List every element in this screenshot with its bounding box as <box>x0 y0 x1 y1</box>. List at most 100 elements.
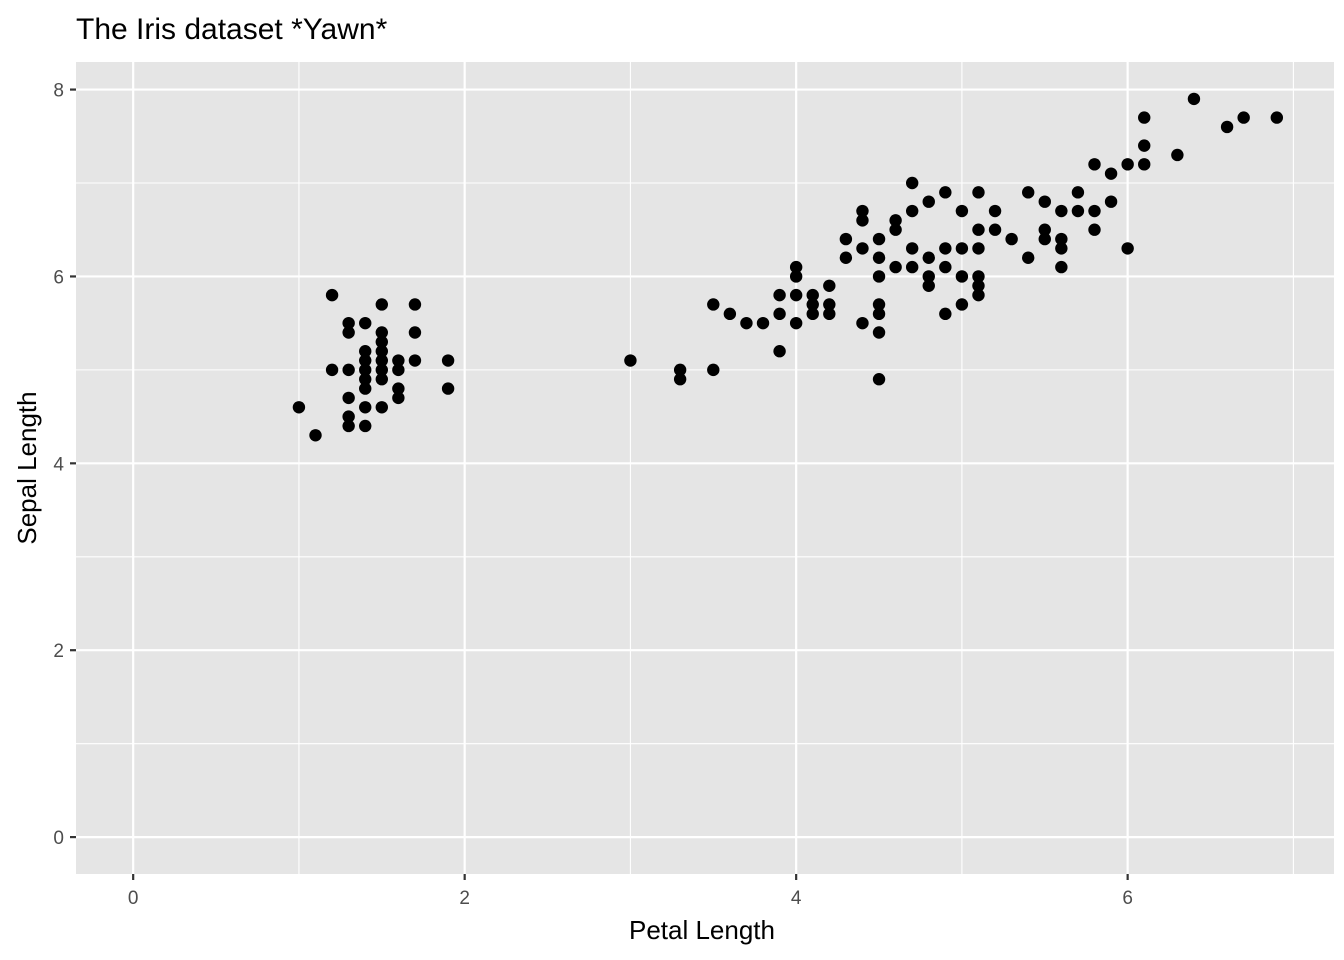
scatter-point <box>292 401 306 414</box>
scatter-point <box>972 279 985 292</box>
data-points <box>292 92 1284 442</box>
scatter-point <box>1022 186 1035 199</box>
scatter-point <box>823 279 836 292</box>
scatter-point <box>773 307 786 321</box>
scatter-point <box>872 270 886 283</box>
scatter-point <box>922 270 935 283</box>
scatter-point <box>955 298 969 311</box>
scatter-point <box>856 316 869 330</box>
scatter-point <box>375 344 388 358</box>
scatter-point <box>441 382 455 395</box>
scatter-point <box>359 344 372 358</box>
x-tick-label: 0 <box>128 888 139 909</box>
scatter-point <box>359 419 372 433</box>
scatter-point <box>1138 139 1151 152</box>
scatter-point <box>392 363 405 377</box>
scatter-point <box>922 279 935 292</box>
scatter-point <box>939 260 952 274</box>
scatter-point <box>939 186 952 199</box>
scatter-point <box>939 242 952 255</box>
scatter-point <box>988 204 1002 218</box>
scatter-point <box>955 270 969 283</box>
scatter-point <box>359 363 372 377</box>
scatter-point <box>375 326 388 339</box>
scatter-point <box>392 354 405 367</box>
scatter-point <box>392 391 405 405</box>
scatter-point <box>342 316 355 330</box>
scatter-point <box>806 288 819 302</box>
y-tick-label: 0 <box>53 828 64 849</box>
scatter-point <box>408 298 422 311</box>
minor-gridlines <box>76 62 1334 874</box>
scatter-point <box>342 391 355 405</box>
y-tick-label: 6 <box>53 267 64 288</box>
scatter-point <box>756 316 770 330</box>
scatter-point <box>325 363 339 377</box>
scatter-point <box>1022 251 1035 264</box>
scatter-point <box>441 354 455 367</box>
scatter-point <box>789 270 803 283</box>
scatter-point <box>359 401 372 414</box>
scatter-point <box>856 242 869 255</box>
scatter-point <box>707 363 720 377</box>
scatter-point <box>359 382 372 395</box>
scatter-point <box>673 363 687 377</box>
scatter-point <box>359 373 372 386</box>
scatter-point <box>972 288 985 302</box>
scatter-point <box>872 298 886 311</box>
scatter-point <box>1121 242 1134 255</box>
scatter-point <box>839 232 853 246</box>
scatter-point <box>972 242 985 255</box>
scatter-point <box>872 251 886 264</box>
scatter-point <box>905 242 919 255</box>
scatter-point <box>789 288 803 302</box>
scatter-point <box>889 214 902 227</box>
scatter-point <box>789 260 803 274</box>
scatter-point <box>359 354 372 367</box>
scatter-point <box>375 363 388 377</box>
scatter-point <box>939 307 952 321</box>
scatter-point <box>325 288 339 302</box>
scatter-point <box>773 288 786 302</box>
scatter-point <box>988 223 1002 236</box>
chart-title: The Iris dataset *Yawn* <box>76 13 388 46</box>
scatter-point <box>1055 204 1068 218</box>
scatter-point <box>723 307 737 321</box>
scatter-point <box>872 232 886 246</box>
scatter-point <box>375 335 388 349</box>
scatter-point <box>872 373 886 386</box>
scatter-point <box>309 429 322 442</box>
scatter-point <box>1138 158 1151 171</box>
scatter-point <box>707 298 720 311</box>
scatter-point <box>955 204 969 218</box>
y-tick-label: 8 <box>53 81 64 102</box>
scatter-point <box>1171 148 1184 162</box>
scatter-point <box>872 326 886 339</box>
scatter-point <box>1055 260 1068 274</box>
scatter-point <box>1088 158 1101 171</box>
scatter-point <box>955 242 969 255</box>
scatter-point <box>905 176 919 190</box>
scatter-point <box>673 373 687 386</box>
x-axis-title: Petal Length <box>629 915 775 945</box>
scatter-point <box>392 382 405 395</box>
scatter-point <box>408 326 422 339</box>
scatter-point <box>740 316 753 330</box>
scatter-point <box>1071 186 1085 199</box>
scatter-point <box>342 410 355 423</box>
scatter-point <box>905 204 919 218</box>
scatter-point <box>342 419 355 433</box>
scatter-point <box>1121 158 1134 171</box>
scatter-point <box>375 354 388 367</box>
scatter-point <box>359 316 372 330</box>
x-tick-label: 6 <box>1122 888 1133 909</box>
scatter-point <box>972 186 985 199</box>
scatter-point <box>624 354 637 367</box>
plot-panel <box>76 62 1334 874</box>
scatter-point <box>806 307 819 321</box>
scatter-point <box>408 354 422 367</box>
scatter-point <box>375 373 388 386</box>
y-axis-title: Sepal Length <box>12 391 42 544</box>
scatter-point <box>922 195 935 208</box>
